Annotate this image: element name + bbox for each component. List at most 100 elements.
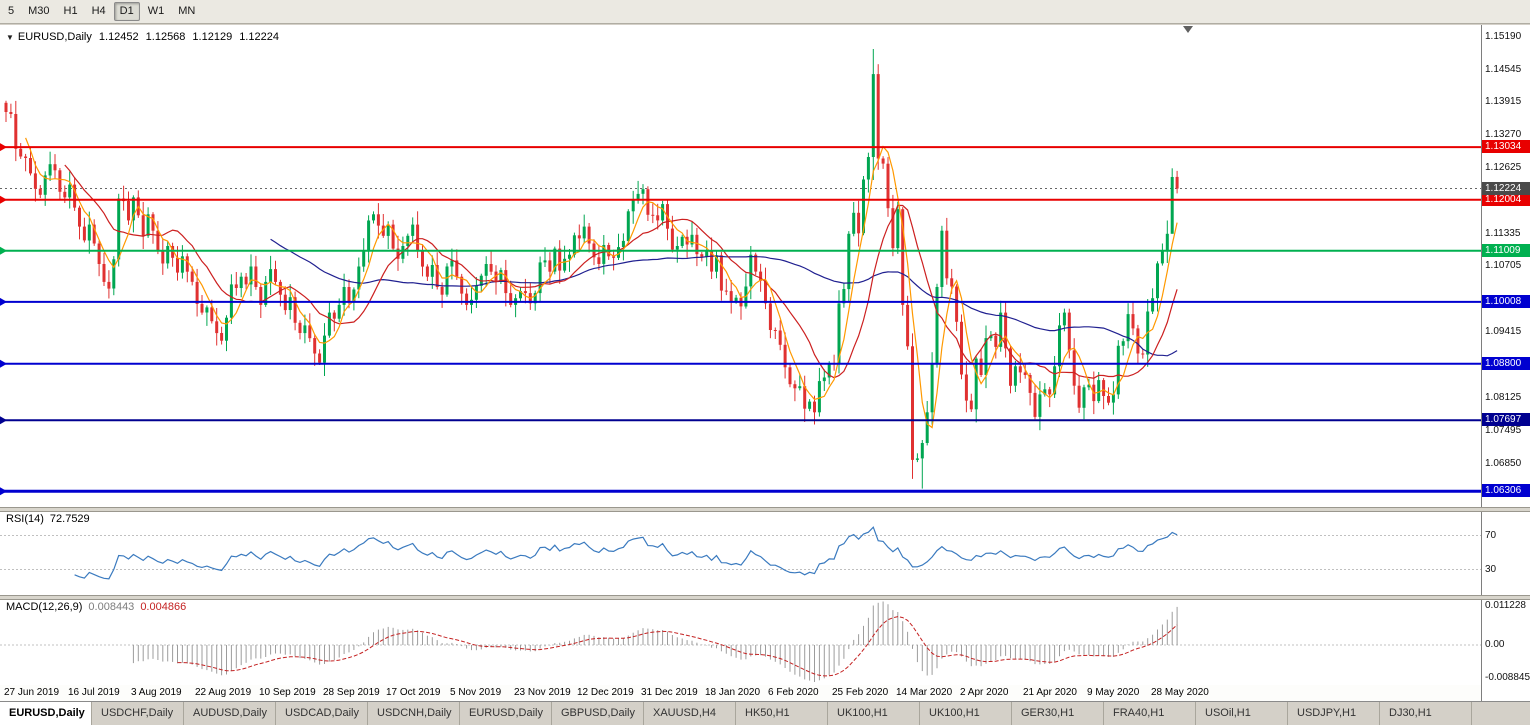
quote-low: 1.12129 xyxy=(192,31,233,43)
chart-window: ▼ EURUSD,Daily 1.12452 1.12568 1.12129 1… xyxy=(0,25,1530,701)
hline-right-marker xyxy=(1522,361,1530,367)
hline-left-marker xyxy=(0,297,7,306)
price-scale-label: 1.14545 xyxy=(1485,64,1522,75)
macd-scale-label-zero: 0.00 xyxy=(1485,639,1505,650)
date-axis-label: 28 Sep 2019 xyxy=(323,687,380,698)
chart-tab-7-XAUUSD-H4[interactable]: XAUUSD,H4 xyxy=(644,702,736,725)
price-scale-label: 1.08125 xyxy=(1485,392,1522,403)
macd-scale-label-bottom: -0.008845 xyxy=(1485,672,1530,683)
date-axis-label: 31 Dec 2019 xyxy=(641,687,698,698)
date-axis-label: 5 Nov 2019 xyxy=(450,687,502,698)
hline-left-marker xyxy=(0,487,7,496)
rsi-label: RSI(14) 72.7529 xyxy=(6,513,90,525)
chart-quote-line: ▼ EURUSD,Daily 1.12452 1.12568 1.12129 1… xyxy=(6,31,279,43)
hline-right-marker xyxy=(1522,144,1530,150)
date-axis-label: 9 May 2020 xyxy=(1087,687,1140,698)
macd-signal-line xyxy=(177,616,1178,677)
date-axis-label: 28 May 2020 xyxy=(1151,687,1209,698)
hline-left-marker xyxy=(0,195,7,204)
timeframe-button-D1[interactable]: D1 xyxy=(113,2,140,21)
date-axis-label: 16 Jul 2019 xyxy=(68,687,120,698)
date-axis-label: 17 Oct 2019 xyxy=(386,687,441,698)
price-scale-label: 1.13270 xyxy=(1485,129,1522,140)
chart-tab-6-GBPUSD-Daily[interactable]: GBPUSD,Daily xyxy=(552,702,644,725)
chart-shift-marker[interactable] xyxy=(1183,26,1193,33)
price-scale[interactable]: 1.15190 1.14545 1.13915 1.13270 1.12625 1.113… xyxy=(1481,25,1530,701)
date-axis-label: 18 Jan 2020 xyxy=(705,687,761,698)
chart-tab-bar: EURUSD,Daily USDCHF,Daily AUDUSD,Daily USDC… xyxy=(0,701,1530,725)
hline-left-marker xyxy=(0,143,7,152)
chart-tab-8-HK50-H1[interactable]: HK50,H1 xyxy=(736,702,828,725)
macd-label: MACD(12,26,9) 0.008443 0.004866 xyxy=(6,601,186,613)
rsi-value: 72.7529 xyxy=(49,513,90,525)
quote-high: 1.12568 xyxy=(145,31,186,43)
timeframe-button-H4[interactable]: H4 xyxy=(91,5,106,17)
chart-tab-14-USDJPY-H1[interactable]: USDJPY,H1 xyxy=(1288,702,1380,725)
hlines-layer[interactable] xyxy=(0,143,1481,496)
chart-tab-2-AUDUSD-Daily[interactable]: AUDUSD,Daily xyxy=(184,702,276,725)
hline-left-marker xyxy=(0,246,7,255)
timeframe-button-M30[interactable]: M30 xyxy=(28,5,50,17)
timeframe-button-MN[interactable]: MN xyxy=(178,5,196,17)
panel-divider-rsi[interactable] xyxy=(0,507,1530,512)
price-scale-label: 1.13915 xyxy=(1485,96,1522,107)
hline-right-marker xyxy=(1522,299,1530,305)
rsi-line xyxy=(74,526,1178,580)
hline-price-badge[interactable]: 1.11009 xyxy=(1482,244,1530,257)
price-scale-label: 1.09415 xyxy=(1485,326,1522,337)
macd-panel xyxy=(0,601,1481,682)
hline-price-badge[interactable]: 1.08800 xyxy=(1482,357,1530,370)
date-axis-label: 6 Feb 2020 xyxy=(768,687,819,698)
timeframe-button-H1[interactable]: H1 xyxy=(63,5,78,17)
chart-tab-9-UK100-H1[interactable]: UK100,H1 xyxy=(828,702,920,725)
date-axis-label: 25 Feb 2020 xyxy=(832,687,889,698)
symbol-dropdown-icon[interactable]: ▼ xyxy=(6,32,14,42)
panel-divider-macd[interactable] xyxy=(0,595,1530,600)
timeframe-button-5[interactable]: 5 xyxy=(8,5,15,17)
macd-signal-value: 0.004866 xyxy=(140,601,187,613)
date-axis-label: 21 Apr 2020 xyxy=(1023,687,1077,698)
timeframe-button-W1[interactable]: W1 xyxy=(147,5,165,17)
price-scale-label: 1.12625 xyxy=(1485,162,1522,173)
chart-tab-5-EURUSD-Daily[interactable]: EURUSD,Daily xyxy=(460,702,552,725)
date-axis-label: 23 Nov 2019 xyxy=(514,687,571,698)
chart-tab-4-USDCNH-Daily[interactable]: USDCNH,Daily xyxy=(368,702,460,725)
date-axis-label: 14 Mar 2020 xyxy=(896,687,953,698)
chart-tab-11-GER30-H1[interactable]: GER30,H1 xyxy=(1012,702,1104,725)
ma-55-line xyxy=(270,238,1178,357)
rsi-panel xyxy=(0,526,1481,580)
chart-tab-13-USOil-H1[interactable]: USOil,H1 xyxy=(1196,702,1288,725)
price-scale-label: 1.07495 xyxy=(1485,425,1522,436)
date-axis-label: 3 Aug 2019 xyxy=(131,687,182,698)
hline-right-marker xyxy=(1522,248,1530,254)
rsi-name: RSI(14) xyxy=(6,513,44,525)
hline-right-marker xyxy=(1522,417,1530,423)
hline-right-marker xyxy=(1522,488,1530,494)
chart-tab-1-USDCHF-Daily[interactable]: USDCHF,Daily xyxy=(92,702,184,725)
hline-price-badge[interactable]: 1.06306 xyxy=(1482,484,1530,497)
date-axis[interactable]: 27 Jun 2019 16 Jul 2019 3 Aug 2019 22 Aug 2… xyxy=(0,685,1481,701)
date-axis-label: 12 Dec 2019 xyxy=(577,687,634,698)
hline-price-badge[interactable]: 1.12004 xyxy=(1482,193,1530,206)
hline-price-badge[interactable]: 1.13034 xyxy=(1482,140,1530,153)
chart-tab-3-USDCAD-Daily[interactable]: USDCAD,Daily xyxy=(276,702,368,725)
price-chart-canvas[interactable] xyxy=(0,25,1530,701)
rsi-scale-label: 70 xyxy=(1485,530,1497,541)
hline-price-badge[interactable]: 1.10008 xyxy=(1482,295,1530,308)
hline-left-marker xyxy=(0,416,7,425)
chart-symbol-label: EURUSD,Daily xyxy=(17,31,92,43)
timeframe-toolbar: 5 M30 H1 H4 D1 W1 MN xyxy=(0,0,1530,24)
current-price-badge: 1.12224 xyxy=(1482,182,1530,195)
chart-tab-10-UK100-H1[interactable]: UK100,H1 xyxy=(920,702,1012,725)
chart-tab-0-EURUSD-Daily[interactable]: EURUSD,Daily xyxy=(0,702,92,725)
chart-tab-12-FRA40-H1[interactable]: FRA40,H1 xyxy=(1104,702,1196,725)
price-scale-label: 1.15190 xyxy=(1485,31,1522,42)
hline-price-badge[interactable]: 1.07697 xyxy=(1482,413,1530,426)
hline-right-marker xyxy=(1522,197,1530,203)
quote-close: 1.12224 xyxy=(239,31,279,43)
date-axis-label: 27 Jun 2019 xyxy=(4,687,60,698)
rsi-scale-label: 30 xyxy=(1485,564,1497,575)
chart-tab-15-DJ30-H1[interactable]: DJ30,H1 xyxy=(1380,702,1472,725)
price-scale-label: 1.10705 xyxy=(1485,260,1522,271)
macd-scale-label-top: 0.011228 xyxy=(1485,600,1526,611)
